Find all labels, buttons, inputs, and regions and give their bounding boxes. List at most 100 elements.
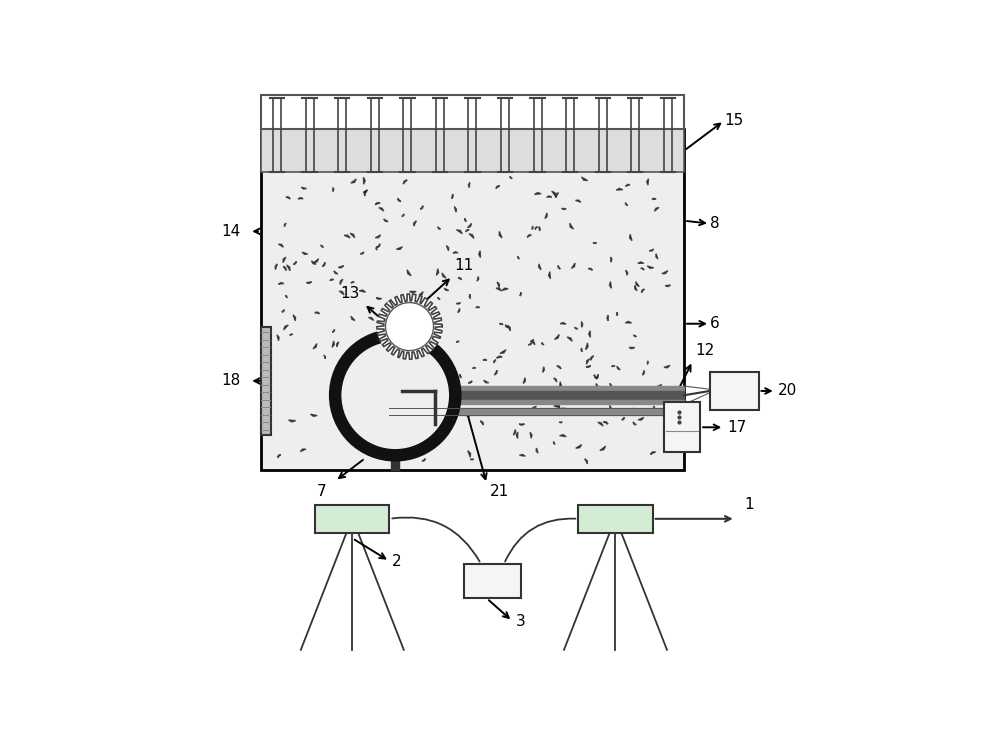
Polygon shape xyxy=(448,418,452,419)
Polygon shape xyxy=(480,421,483,425)
Polygon shape xyxy=(586,359,589,364)
Polygon shape xyxy=(594,374,598,379)
Polygon shape xyxy=(535,227,537,230)
Polygon shape xyxy=(350,378,352,383)
Polygon shape xyxy=(623,398,625,402)
Bar xyxy=(664,402,700,452)
Polygon shape xyxy=(586,366,591,367)
Polygon shape xyxy=(334,271,338,274)
Polygon shape xyxy=(552,191,556,197)
Polygon shape xyxy=(585,459,587,464)
Polygon shape xyxy=(403,180,407,184)
Polygon shape xyxy=(469,294,470,299)
Polygon shape xyxy=(656,384,662,387)
Polygon shape xyxy=(638,262,644,263)
Polygon shape xyxy=(523,378,525,383)
Polygon shape xyxy=(284,223,286,227)
Polygon shape xyxy=(391,363,396,365)
Polygon shape xyxy=(596,383,598,388)
Polygon shape xyxy=(422,317,428,319)
Polygon shape xyxy=(499,231,502,238)
Polygon shape xyxy=(439,428,442,433)
Polygon shape xyxy=(625,322,632,323)
Polygon shape xyxy=(278,282,284,284)
Polygon shape xyxy=(456,302,460,304)
Polygon shape xyxy=(500,350,506,354)
Polygon shape xyxy=(363,190,368,192)
Polygon shape xyxy=(635,285,637,291)
Polygon shape xyxy=(622,417,624,420)
Bar xyxy=(261,327,271,435)
Polygon shape xyxy=(413,421,419,424)
Polygon shape xyxy=(315,312,320,314)
Polygon shape xyxy=(347,400,349,406)
Polygon shape xyxy=(652,198,656,199)
Polygon shape xyxy=(351,179,356,183)
Polygon shape xyxy=(633,335,636,337)
Polygon shape xyxy=(530,340,534,342)
Polygon shape xyxy=(470,459,474,460)
Text: 6: 6 xyxy=(710,317,720,331)
Polygon shape xyxy=(436,391,440,394)
Polygon shape xyxy=(603,422,608,424)
Bar xyxy=(261,95,684,129)
Polygon shape xyxy=(596,374,598,379)
Polygon shape xyxy=(283,257,286,262)
Polygon shape xyxy=(277,334,279,341)
Polygon shape xyxy=(397,370,401,372)
Polygon shape xyxy=(586,343,588,350)
Polygon shape xyxy=(664,366,670,368)
Polygon shape xyxy=(431,418,435,419)
Bar xyxy=(464,564,521,598)
Polygon shape xyxy=(649,249,654,251)
Polygon shape xyxy=(343,398,347,400)
Polygon shape xyxy=(458,278,462,280)
Polygon shape xyxy=(532,341,535,345)
Polygon shape xyxy=(473,367,476,369)
Polygon shape xyxy=(338,266,344,267)
Polygon shape xyxy=(513,429,516,435)
Polygon shape xyxy=(330,279,334,281)
Text: 7: 7 xyxy=(317,484,327,499)
Polygon shape xyxy=(466,230,469,232)
Polygon shape xyxy=(397,311,399,316)
Polygon shape xyxy=(520,292,521,296)
Polygon shape xyxy=(609,282,611,288)
Bar xyxy=(315,505,389,533)
Polygon shape xyxy=(558,405,560,412)
Polygon shape xyxy=(282,310,284,312)
Polygon shape xyxy=(589,331,590,337)
Polygon shape xyxy=(360,252,364,254)
Polygon shape xyxy=(363,447,365,452)
Polygon shape xyxy=(530,432,532,438)
Polygon shape xyxy=(340,279,343,285)
Polygon shape xyxy=(469,234,474,239)
Circle shape xyxy=(377,294,442,359)
Polygon shape xyxy=(607,315,608,321)
Polygon shape xyxy=(610,383,612,388)
Text: 15: 15 xyxy=(724,113,743,128)
Text: 1: 1 xyxy=(744,497,754,512)
Polygon shape xyxy=(414,221,416,226)
Polygon shape xyxy=(301,187,306,189)
Polygon shape xyxy=(285,295,287,298)
Polygon shape xyxy=(559,382,561,389)
Polygon shape xyxy=(574,328,578,329)
Polygon shape xyxy=(542,343,544,345)
Polygon shape xyxy=(571,263,575,268)
Polygon shape xyxy=(460,374,461,378)
Text: 18: 18 xyxy=(221,374,241,389)
Polygon shape xyxy=(528,343,532,345)
Polygon shape xyxy=(332,329,335,332)
Polygon shape xyxy=(610,401,613,405)
Polygon shape xyxy=(598,422,603,426)
Polygon shape xyxy=(576,200,581,202)
Polygon shape xyxy=(610,406,612,409)
Polygon shape xyxy=(344,236,350,238)
Polygon shape xyxy=(516,432,518,438)
Polygon shape xyxy=(505,325,508,328)
Polygon shape xyxy=(442,273,446,278)
Polygon shape xyxy=(313,343,317,349)
Polygon shape xyxy=(324,355,325,359)
Polygon shape xyxy=(337,342,339,347)
